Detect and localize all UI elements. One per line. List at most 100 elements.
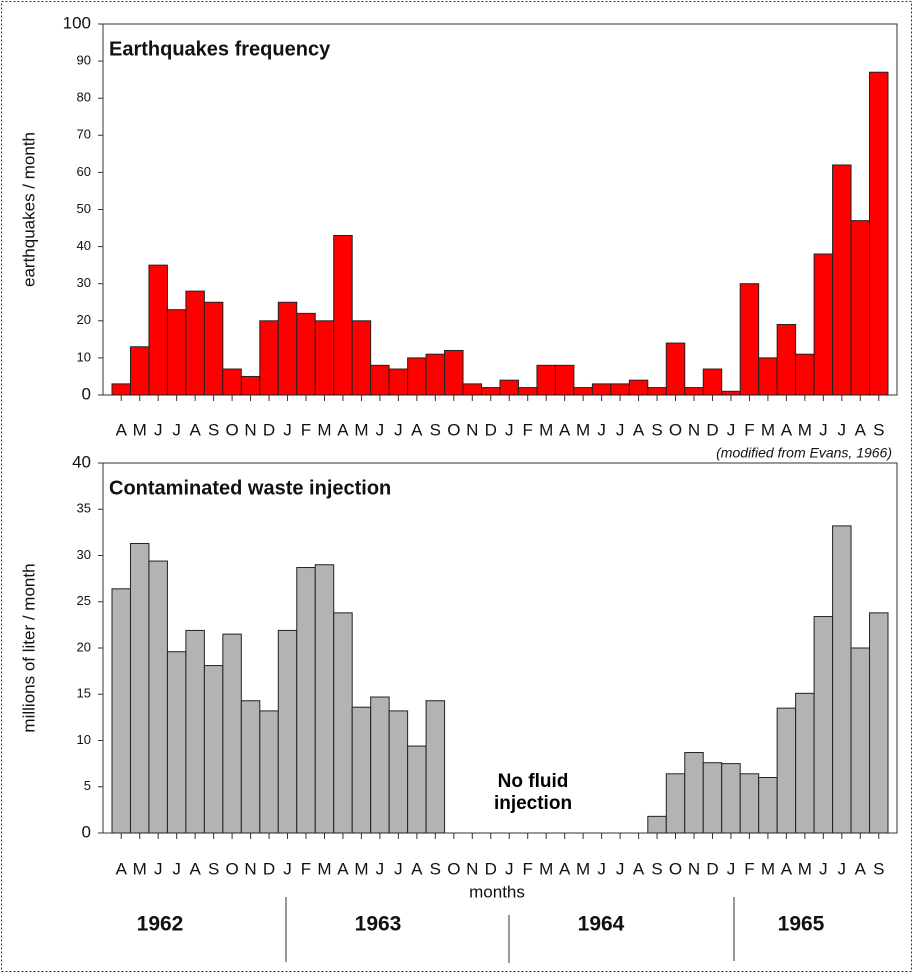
bar xyxy=(111,588,131,834)
x-tick-label: J xyxy=(616,420,625,439)
bar xyxy=(795,353,815,396)
y-tick-label: 25 xyxy=(77,593,91,608)
x-tick-label: S xyxy=(651,859,662,878)
x-tick-label: J xyxy=(283,859,292,878)
x-tick-label: A xyxy=(116,420,128,439)
bar xyxy=(314,320,335,396)
bar xyxy=(591,383,612,396)
y-tick-label: 70 xyxy=(77,127,91,142)
annotation: No fluid injection xyxy=(493,771,573,814)
bar xyxy=(425,700,446,834)
bar xyxy=(554,364,575,396)
bar xyxy=(296,312,316,396)
bar xyxy=(721,763,741,834)
x-tick-label: O xyxy=(225,420,238,439)
y-tick-label: 60 xyxy=(77,164,91,179)
x-tick-label: A xyxy=(411,420,423,439)
bar xyxy=(333,234,353,396)
bar xyxy=(388,368,409,396)
x-tick-label: N xyxy=(688,859,700,878)
bar xyxy=(832,525,852,834)
x-tick-label: S xyxy=(651,420,662,439)
x-tick-label: M xyxy=(539,859,553,878)
y-tick-label: 15 xyxy=(77,686,91,701)
x-tick-label: F xyxy=(744,859,754,878)
x-tick-label: J xyxy=(172,420,181,439)
x-tick-label: A xyxy=(855,420,867,439)
y-tick-label: 10 xyxy=(77,349,91,364)
y-tick-label: 90 xyxy=(77,53,91,68)
bar xyxy=(370,696,390,834)
bar xyxy=(517,387,538,396)
y-tick-label: 80 xyxy=(77,90,91,105)
x-tick-label: J xyxy=(838,420,847,439)
x-tick-label: J xyxy=(505,859,514,878)
x-tick-label: M xyxy=(576,859,590,878)
bar xyxy=(277,629,298,834)
y-tick-label: 30 xyxy=(77,275,91,290)
y-tick-label: 0 xyxy=(82,822,91,841)
x-tick-label: D xyxy=(706,859,718,878)
bar xyxy=(185,629,205,834)
x-tick-label: A xyxy=(855,859,867,878)
bar xyxy=(277,301,298,396)
y-tick-label: 40 xyxy=(77,238,91,253)
x-tick-label: O xyxy=(669,420,682,439)
x-tick-label: J xyxy=(394,859,403,878)
x-tick-label: M xyxy=(798,859,812,878)
x-tick-label: J xyxy=(616,859,625,878)
x-tick-label: J xyxy=(727,859,736,878)
bar xyxy=(185,290,205,396)
x-tick-label: J xyxy=(819,859,828,878)
x-tick-label: O xyxy=(447,420,460,439)
y-tick-label: 50 xyxy=(77,201,91,216)
y-tick-label: 10 xyxy=(77,732,91,747)
x-tick-label: M xyxy=(354,859,368,878)
x-tick-label: M xyxy=(133,420,147,439)
x-tick-label: A xyxy=(559,420,571,439)
x-tick-label: J xyxy=(819,420,828,439)
x-tick-label: M xyxy=(761,859,775,878)
y-tick-label: 40 xyxy=(72,452,91,471)
x-tick-label: M xyxy=(317,420,331,439)
bar xyxy=(702,368,723,396)
x-tick-label: M xyxy=(354,420,368,439)
y-tick-label: 20 xyxy=(77,312,91,327)
x-tick-label: J xyxy=(172,859,181,878)
bar xyxy=(166,651,187,834)
bar xyxy=(647,387,667,396)
bar xyxy=(222,633,242,834)
y-tick-label: 5 xyxy=(84,778,91,793)
y-tick-label: 35 xyxy=(77,501,91,516)
bar xyxy=(296,567,316,834)
x-tick-label: J xyxy=(283,420,292,439)
bar xyxy=(444,349,464,396)
x-tick-label: D xyxy=(263,420,275,439)
x-tick-label: O xyxy=(669,859,682,878)
x-tick-label: N xyxy=(688,420,700,439)
x-tick-label: D xyxy=(485,420,497,439)
y-axis-label: millions of liter / month xyxy=(19,563,38,732)
x-tick-label: J xyxy=(376,420,385,439)
x-tick-label: J xyxy=(505,420,514,439)
bar xyxy=(351,320,372,396)
x-tick-label: M xyxy=(761,420,775,439)
x-tick-label: J xyxy=(154,859,163,878)
bar xyxy=(351,706,372,834)
bar xyxy=(203,301,224,396)
bar xyxy=(240,375,261,396)
bar xyxy=(758,357,778,396)
x-tick-label: S xyxy=(873,420,884,439)
x-tick-label: N xyxy=(244,420,256,439)
bar xyxy=(407,745,427,834)
x-tick-label: N xyxy=(244,859,256,878)
bar xyxy=(813,616,834,834)
bar xyxy=(148,264,168,396)
bar xyxy=(148,560,168,834)
bar xyxy=(702,762,723,834)
bar xyxy=(388,710,409,834)
y-axis-label: earthquakes / month xyxy=(19,132,38,287)
bar xyxy=(222,368,242,396)
